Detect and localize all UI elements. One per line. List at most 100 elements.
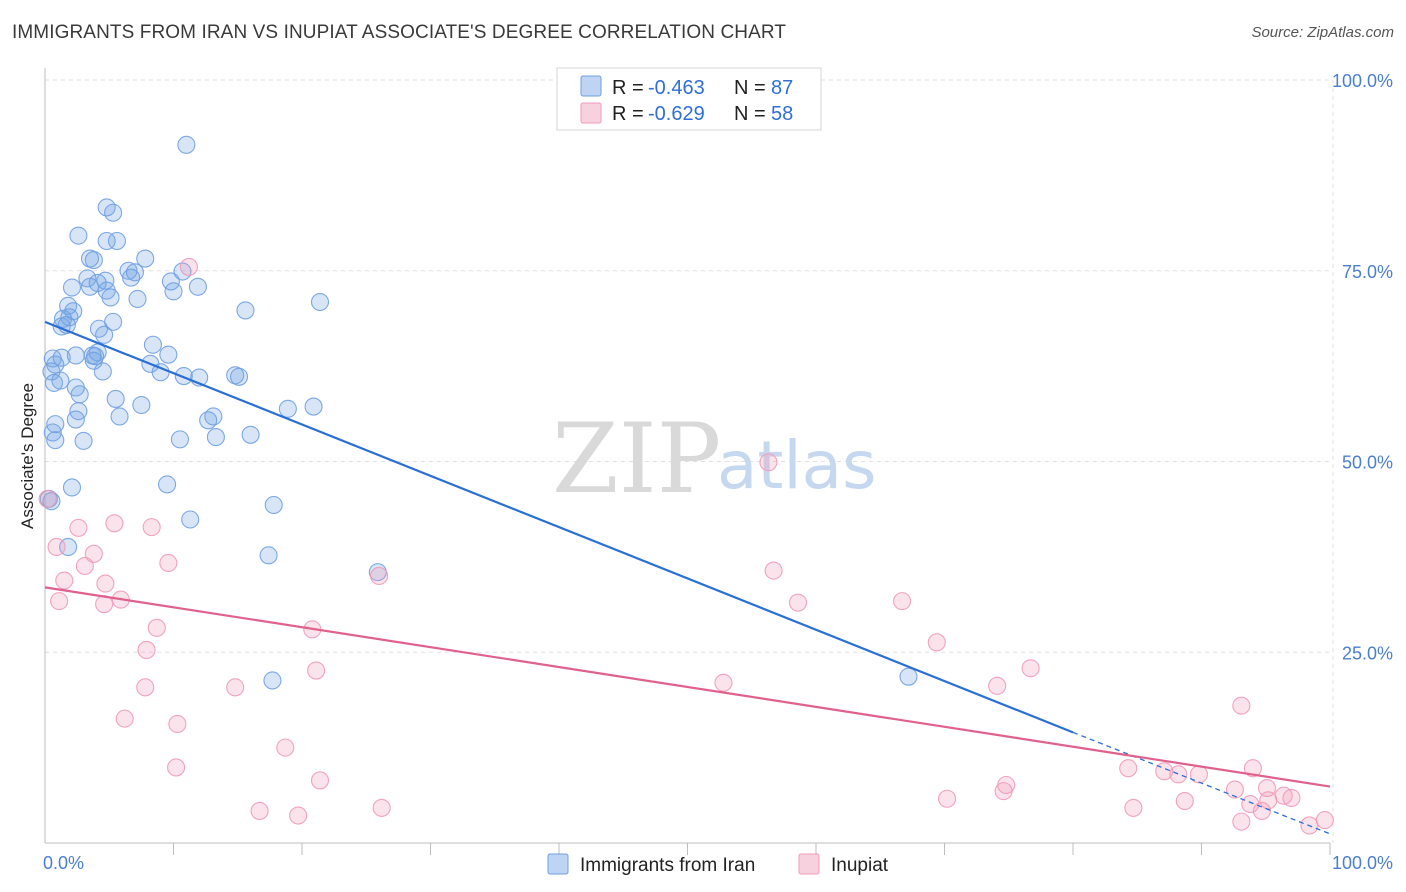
inupiat-point [167, 758, 186, 777]
iran-point [181, 510, 200, 529]
iran-point [44, 373, 64, 392]
chart-title: IMMIGRANTS FROM IRAN VS INUPIAT ASSOCIAT… [12, 22, 787, 43]
bottom-legend-swatch-inupiat [798, 853, 820, 875]
inupiat-point [1021, 659, 1040, 678]
iran-point [74, 431, 93, 450]
iran-point [263, 671, 282, 690]
legend-n-label-inupiat: N = [734, 103, 766, 125]
iran-point [66, 410, 85, 429]
inupiat-point [1232, 812, 1251, 831]
y-tick-label: 50.0% [1342, 453, 1393, 473]
iran-point [164, 282, 183, 301]
inupiat-point [1274, 786, 1293, 805]
watermark-atlas: atlas [717, 427, 877, 504]
inupiat-point [50, 592, 69, 611]
iran-point [84, 251, 103, 270]
iran-point [69, 226, 88, 245]
iran-point [174, 366, 193, 386]
iran-point [93, 362, 112, 381]
inupiat-point [147, 618, 166, 637]
x-tick-labels: 0.0% 100.0% [43, 853, 1393, 873]
inupiat-point [1175, 791, 1194, 811]
y-axis-title: Associate's Degree [18, 383, 37, 529]
inupiat-point [84, 544, 103, 563]
iran-point [158, 475, 177, 494]
iran-point [264, 495, 283, 515]
legend-r-value-iran: -0.463 [648, 77, 705, 99]
inupiat-point [994, 782, 1013, 801]
iran-point [104, 203, 123, 222]
iran-point [241, 425, 260, 444]
watermark-zip: ZIP [552, 403, 721, 515]
inupiat-point [289, 806, 308, 825]
iran-point [122, 268, 141, 287]
inupiat-point [159, 553, 178, 573]
inupiat-point [788, 593, 808, 612]
chart-source: Source: ZipAtlas.com [1251, 24, 1394, 41]
iran-point [62, 478, 82, 497]
inupiat-point [1252, 801, 1271, 821]
legend-swatch-inupiat [580, 102, 602, 124]
iran-point [62, 278, 82, 297]
inupiat-point [105, 514, 124, 533]
y-tick-label: 25.0% [1342, 643, 1393, 663]
legend-r-label-iran: R = [612, 77, 644, 99]
legend-swatch-iran [580, 75, 602, 97]
y-tick-label: 75.0% [1342, 262, 1393, 282]
iran-point [236, 301, 255, 320]
inupiat-point [137, 640, 156, 660]
iran-point [110, 407, 129, 426]
iran-point [170, 430, 189, 449]
inupiat-point [1315, 811, 1334, 830]
iran-point [46, 431, 65, 450]
inupiat-point [168, 714, 187, 734]
inupiat-point [55, 571, 74, 590]
regression-lines [44, 320, 1331, 835]
inupiat-point [1232, 696, 1251, 715]
iran-point [96, 271, 115, 290]
inupiat-point [250, 801, 269, 821]
iran-point [101, 288, 120, 307]
inupiat-point [1243, 759, 1262, 778]
iran-trend-line [44, 320, 1074, 734]
iran-point [136, 249, 155, 268]
iran-point [119, 261, 138, 280]
iran-point [310, 292, 330, 312]
axes [44, 68, 1331, 855]
inupiat-point [927, 633, 946, 652]
inupiat-point [38, 489, 57, 508]
legend-n-label-iran: N = [734, 77, 766, 99]
iran-point [107, 231, 127, 251]
inupiat-point [307, 661, 326, 680]
inupiat-point [714, 673, 733, 692]
iran-point [899, 667, 918, 686]
inupiat-point [310, 771, 330, 790]
iran-point [278, 399, 297, 418]
iran-point [173, 262, 192, 281]
inupiat-point [226, 678, 245, 697]
inupiat-point [115, 709, 134, 728]
stats-legend: R = -0.463 N = 87 R = -0.629 N = 58 [556, 67, 822, 131]
iran-point [128, 289, 147, 309]
series-iran-points [39, 135, 918, 690]
inupiat-point [759, 453, 778, 472]
inupiat-point [96, 574, 115, 593]
inupiat-point [988, 676, 1007, 695]
inupiat-point [1241, 795, 1260, 814]
iran-point [143, 335, 162, 354]
inupiat-trend-line [44, 586, 1331, 788]
legend-n-value-iran: 87 [771, 77, 793, 99]
iran-point [188, 277, 207, 296]
inupiat-point [893, 592, 912, 611]
iran-point [259, 546, 278, 565]
inupiat-point [372, 798, 391, 817]
inupiat-point [1225, 780, 1244, 799]
y-tick-label: 100.0% [1332, 71, 1393, 91]
iran-point [304, 397, 323, 416]
inupiat-point [370, 566, 389, 586]
iran-point [52, 348, 71, 367]
bottom-legend-label-inupiat: Inupiat [831, 855, 889, 876]
iran-point [132, 395, 151, 415]
iran-point [66, 346, 85, 365]
legend-r-label-inupiat: R = [612, 103, 644, 125]
